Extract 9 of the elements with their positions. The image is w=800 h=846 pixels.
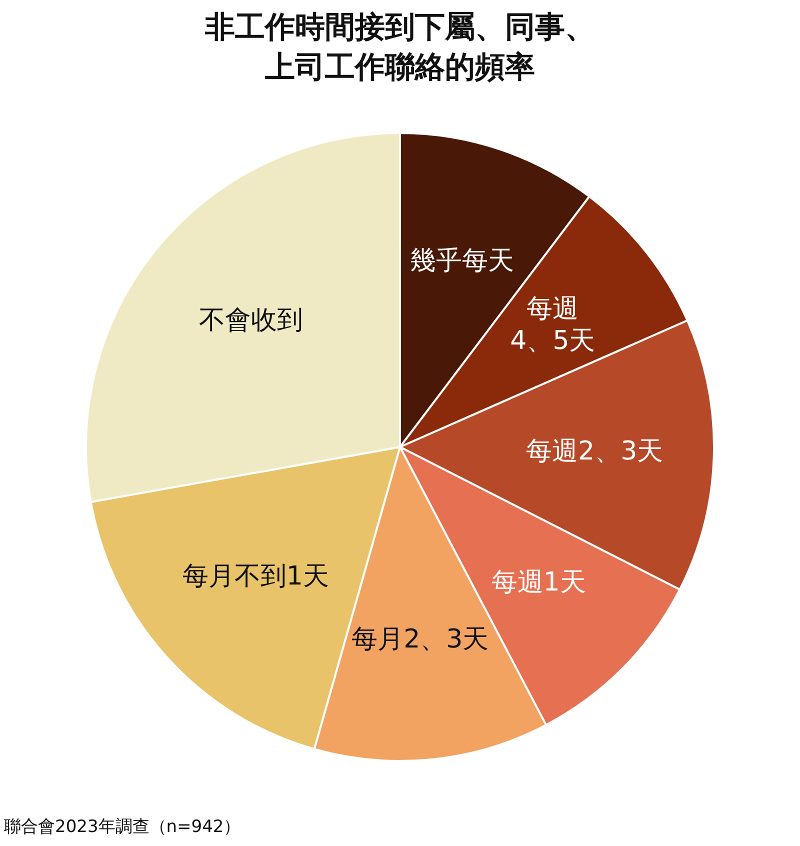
slice-label: 每月2、3天 xyxy=(352,624,489,654)
slice-label: 幾乎每天 xyxy=(410,246,514,276)
slice-label: 每週1天 xyxy=(491,568,586,598)
slice-label: 每週4、5天 xyxy=(510,294,596,356)
text: 聯合會2023年調查（n=942） xyxy=(4,816,241,838)
slice-label: 不會收到 xyxy=(198,306,303,336)
chart-title: 非工作時間接到下屬、同事、上司工作聯絡的頻率 xyxy=(204,9,596,87)
slice-label: 每週2、3天 xyxy=(526,436,664,466)
slice-label: 每月不到1天 xyxy=(182,561,329,592)
